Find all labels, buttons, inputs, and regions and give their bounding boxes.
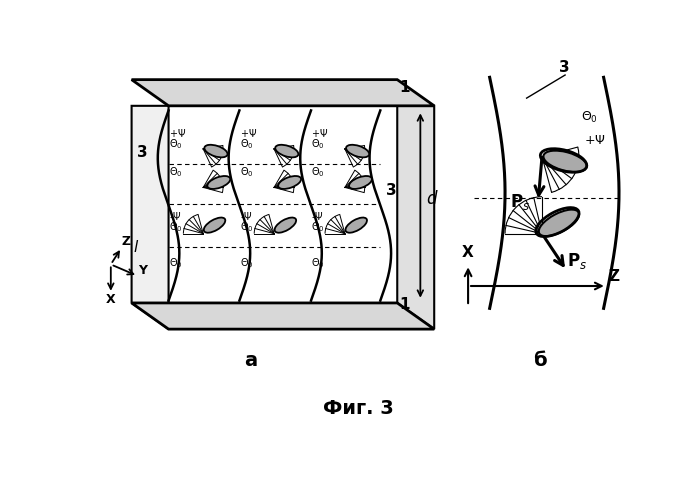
Text: Фиг. 3: Фиг. 3 — [323, 399, 394, 418]
Text: а: а — [244, 351, 258, 370]
Text: X: X — [462, 245, 474, 260]
Ellipse shape — [346, 218, 367, 233]
Text: +$\Psi$: +$\Psi$ — [584, 135, 606, 147]
Text: $\Theta_0$: $\Theta_0$ — [240, 137, 254, 151]
Text: -$\Psi$: -$\Psi$ — [240, 210, 253, 222]
Text: $\Theta_0$: $\Theta_0$ — [240, 221, 254, 234]
Text: $\Theta_0$: $\Theta_0$ — [169, 165, 183, 179]
Text: +$\Psi$: +$\Psi$ — [240, 127, 258, 138]
Text: $\Theta_0$: $\Theta_0$ — [169, 221, 183, 234]
Ellipse shape — [543, 151, 587, 172]
Text: $\Theta_0$: $\Theta_0$ — [240, 256, 254, 270]
Polygon shape — [132, 80, 434, 106]
Text: $\mathbf{P}_s$: $\mathbf{P}_s$ — [568, 251, 587, 271]
Text: $\Theta_0$: $\Theta_0$ — [311, 256, 325, 270]
Ellipse shape — [278, 176, 301, 189]
Text: 1: 1 — [400, 297, 410, 312]
Ellipse shape — [346, 145, 369, 157]
Ellipse shape — [204, 218, 225, 233]
Text: -$\Psi$: -$\Psi$ — [311, 210, 323, 222]
Text: -$\Psi$: -$\Psi$ — [169, 210, 182, 222]
Text: +$\Psi$: +$\Psi$ — [311, 127, 328, 138]
Ellipse shape — [204, 145, 228, 157]
Text: Z: Z — [122, 235, 131, 248]
Text: $\Theta_0$: $\Theta_0$ — [240, 165, 254, 179]
Text: $\mathbf{P}_s$: $\mathbf{P}_s$ — [510, 193, 530, 212]
Ellipse shape — [207, 176, 230, 189]
Text: $\Theta_0$: $\Theta_0$ — [311, 137, 325, 151]
Polygon shape — [132, 303, 434, 329]
Text: +$\Psi$: +$\Psi$ — [169, 127, 186, 138]
Text: Z: Z — [608, 270, 620, 285]
Text: $\Theta_0$: $\Theta_0$ — [169, 256, 183, 270]
Text: Y: Y — [139, 264, 148, 277]
Ellipse shape — [275, 145, 298, 157]
Ellipse shape — [349, 176, 372, 189]
Ellipse shape — [274, 218, 296, 233]
Text: б: б — [533, 351, 547, 370]
Text: $\Theta_0$: $\Theta_0$ — [311, 221, 325, 234]
Text: X: X — [106, 293, 116, 306]
Text: 3: 3 — [559, 60, 570, 75]
Text: $\Theta_0$: $\Theta_0$ — [311, 165, 325, 179]
Polygon shape — [398, 106, 434, 329]
Text: d: d — [426, 190, 437, 209]
Text: $\Theta_0$: $\Theta_0$ — [580, 110, 598, 125]
Text: $\Theta_0$: $\Theta_0$ — [169, 137, 183, 151]
Polygon shape — [132, 106, 169, 329]
Ellipse shape — [539, 210, 579, 236]
Text: 1: 1 — [400, 80, 410, 95]
Text: 3: 3 — [386, 183, 396, 198]
Text: l: l — [134, 240, 138, 255]
Text: 3: 3 — [137, 145, 148, 160]
